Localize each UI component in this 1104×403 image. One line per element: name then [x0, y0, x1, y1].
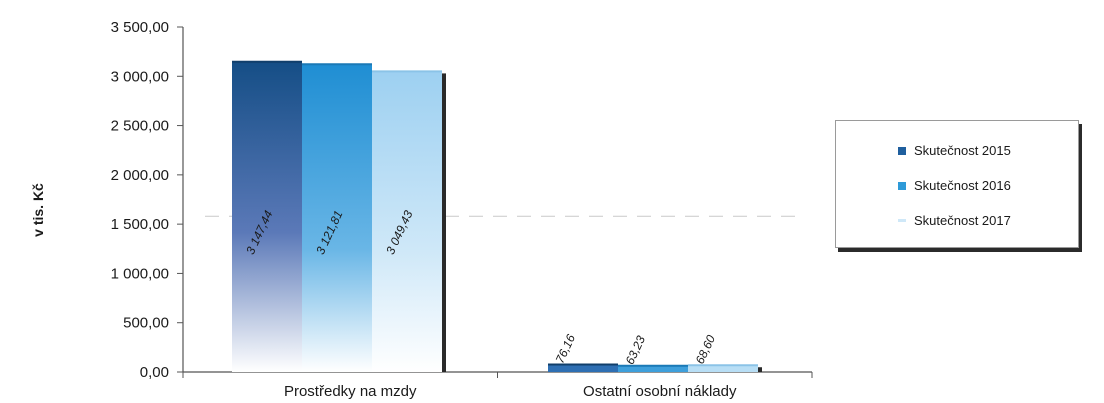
y-tick-label: 3 000,00 — [111, 68, 169, 85]
y-tick-label: 1 500,00 — [111, 216, 169, 233]
legend-item-2017: Skutečnost 2017 — [898, 203, 1078, 238]
bar-group-shadow — [442, 73, 446, 372]
y-tick-label: 2 500,00 — [111, 118, 169, 135]
y-tick-label: 500,00 — [123, 315, 169, 332]
legend: Skutečnost 2015 Skutečnost 2016 Skutečno… — [835, 120, 1079, 248]
data-label: 63,23 — [623, 333, 649, 366]
legend-item-2015: Skutečnost 2015 — [898, 133, 1078, 168]
y-axis-label: v tis. Kč — [30, 183, 46, 237]
category-label: Prostředky na mzdy — [284, 383, 417, 400]
legend-label-2016: Skutečnost 2016 — [914, 178, 1011, 193]
legend-swatch-2016 — [898, 181, 906, 190]
y-tick-label: 0,00 — [140, 364, 169, 381]
bar — [688, 365, 758, 372]
y-tick-label: 2 000,00 — [111, 167, 169, 184]
bar — [372, 71, 442, 372]
legend-label-2017: Skutečnost 2017 — [914, 213, 1011, 228]
bar — [302, 64, 372, 372]
category-label: Ostatní osobní náklady — [583, 383, 737, 400]
legend-swatch-2017 — [898, 219, 906, 222]
y-tick-label: 1 000,00 — [111, 265, 169, 282]
legend-swatch-2015 — [898, 146, 906, 155]
legend-label-2015: Skutečnost 2015 — [914, 143, 1011, 158]
legend-item-2016: Skutečnost 2016 — [898, 168, 1078, 203]
bar — [232, 61, 302, 372]
bar — [548, 364, 618, 372]
bar-group-shadow — [758, 367, 762, 372]
data-label: 76,16 — [553, 332, 579, 365]
data-label: 68,60 — [693, 333, 719, 366]
y-tick-label: 3 500,00 — [111, 19, 169, 36]
bar — [618, 365, 688, 372]
